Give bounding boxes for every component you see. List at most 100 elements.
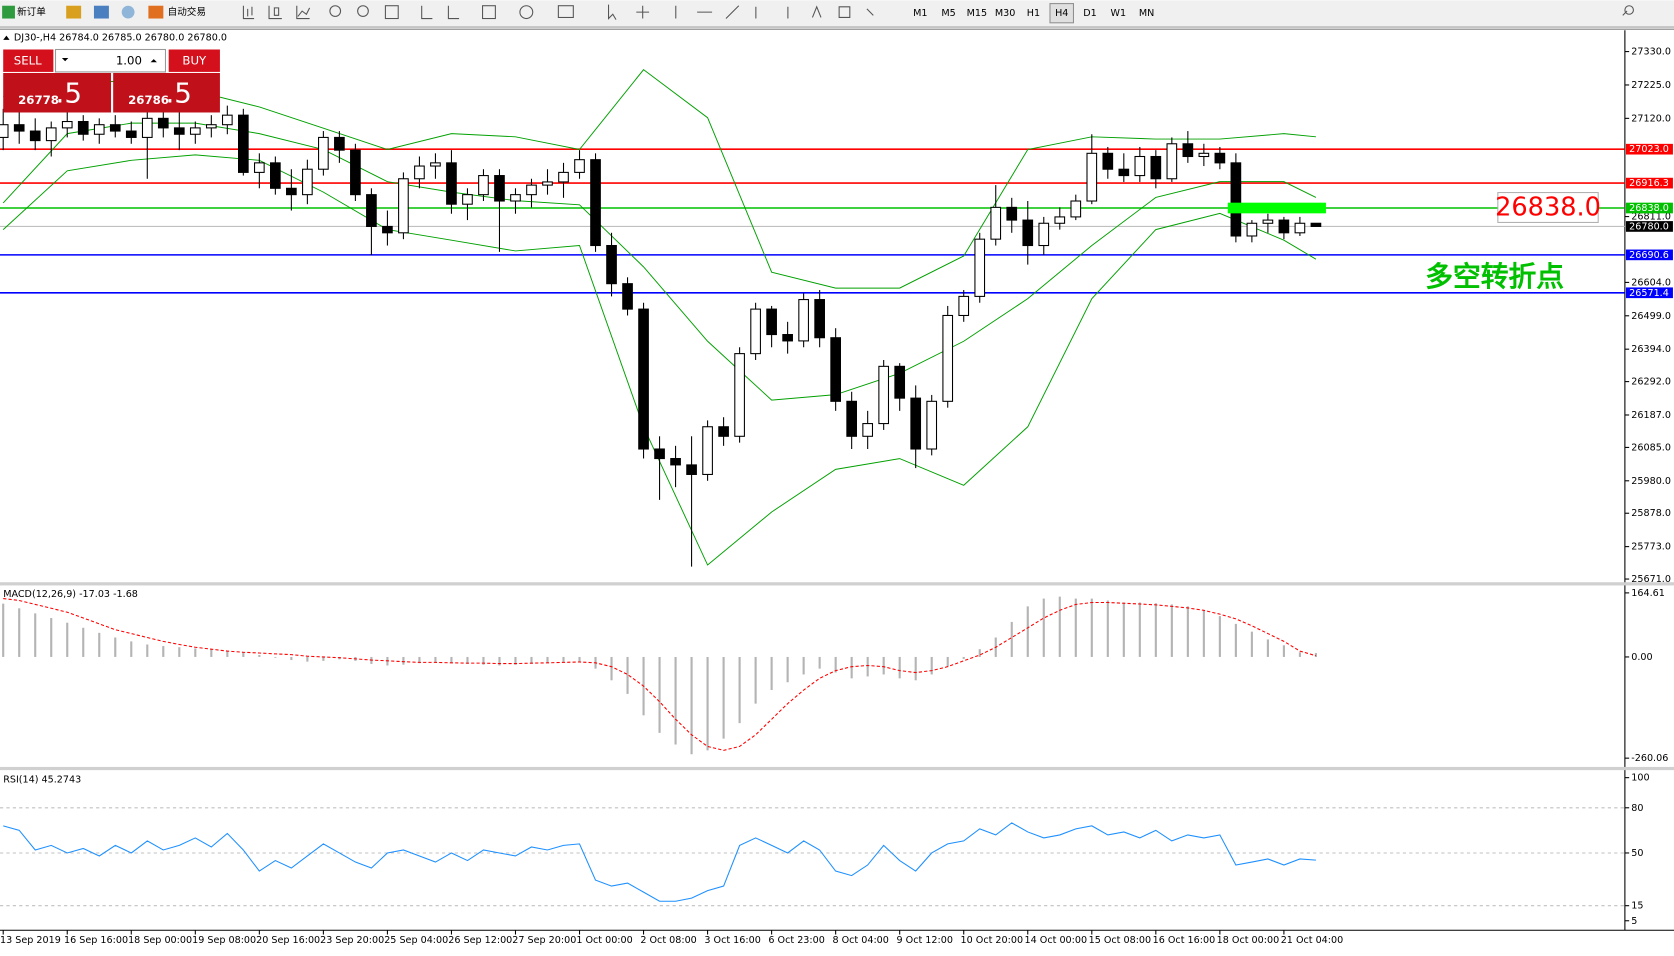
ask-main[interactable]: 26786 bbox=[128, 93, 169, 107]
tool-icon[interactable] bbox=[121, 5, 135, 19]
y-tick-label: 27120.0 bbox=[1631, 113, 1671, 124]
candle-body bbox=[1070, 200, 1082, 218]
tool-icon[interactable] bbox=[66, 5, 82, 19]
bollinger-lower bbox=[2, 154, 1317, 566]
candle-body bbox=[1150, 155, 1162, 180]
indicator-icon[interactable] bbox=[482, 5, 496, 20]
candle-body bbox=[125, 130, 137, 138]
new-order-icon[interactable] bbox=[2, 5, 15, 19]
timeframe-button[interactable]: M5 bbox=[941, 8, 955, 19]
line-icon[interactable] bbox=[296, 5, 311, 20]
search-icon[interactable] bbox=[1624, 5, 1634, 15]
candle-body bbox=[302, 168, 313, 196]
buy-price-box[interactable] bbox=[113, 72, 220, 113]
x-tick-label: 18 Oct 00:00 bbox=[1217, 935, 1280, 946]
auto-trade-icon[interactable] bbox=[148, 5, 164, 19]
collapse-arrow[interactable] bbox=[3, 35, 10, 40]
candle-body bbox=[414, 165, 425, 180]
candle-body bbox=[189, 127, 201, 135]
bar-chart-icon[interactable] bbox=[242, 5, 255, 20]
x-tick-label: 20 Sep 16:00 bbox=[256, 935, 320, 946]
scroll-icon[interactable] bbox=[421, 5, 460, 20]
x-tick-label: 26 Sep 12:00 bbox=[448, 935, 512, 946]
zoom-in-icon[interactable] bbox=[329, 5, 342, 17]
candle-body bbox=[173, 127, 185, 135]
macd-signal bbox=[3, 598, 1317, 751]
sell-label[interactable]: SELL bbox=[14, 54, 42, 68]
candle-body bbox=[830, 337, 841, 402]
draw-icons[interactable] bbox=[675, 5, 789, 19]
crosshair-icon[interactable] bbox=[636, 5, 650, 19]
timeframe-button[interactable]: M15 bbox=[967, 8, 987, 19]
buy-button[interactable] bbox=[168, 49, 220, 72]
panel-separator bbox=[0, 766, 1674, 771]
timeframe-button[interactable]: D1 bbox=[1083, 8, 1097, 19]
ask-fraction[interactable]: .5 bbox=[165, 76, 191, 109]
x-tick-label: 6 Oct 23:00 bbox=[768, 935, 824, 946]
candle-body bbox=[798, 299, 809, 342]
annotation-box bbox=[1497, 192, 1599, 223]
candle-body bbox=[1230, 162, 1242, 237]
toolbar bbox=[0, 0, 1674, 28]
level-label: 26690.6 bbox=[1629, 250, 1669, 261]
candle-body bbox=[1006, 206, 1018, 221]
lots-value[interactable]: 1.00 bbox=[116, 54, 142, 68]
x-tick-label: 2 Oct 08:00 bbox=[640, 935, 696, 946]
bid-fraction[interactable]: .5 bbox=[56, 76, 82, 109]
timeframe-bar: M1 M5 M15 M30 H1 H4 D1 W1 MN bbox=[913, 3, 1154, 24]
level-label: 27023.0 bbox=[1629, 144, 1669, 155]
bid-main[interactable]: 26778 bbox=[18, 93, 59, 107]
candle-body bbox=[221, 114, 233, 126]
y-tick-label: 27225.0 bbox=[1631, 80, 1671, 91]
period-icon[interactable] bbox=[519, 5, 534, 20]
candle-body bbox=[318, 136, 329, 170]
candle-body bbox=[686, 464, 697, 475]
candle-body bbox=[29, 130, 41, 142]
candle-body bbox=[237, 114, 249, 173]
candle-icon[interactable] bbox=[268, 5, 282, 20]
candle-body bbox=[77, 120, 89, 135]
timeframe-button[interactable]: M1 bbox=[913, 8, 927, 19]
level-highlight bbox=[1227, 202, 1326, 214]
annotation: 多空转折点 bbox=[1425, 260, 1564, 293]
y-tick-label: 164.61 bbox=[1631, 588, 1665, 599]
x-tick-label: 18 Sep 00:00 bbox=[128, 935, 192, 946]
y-tick-label: 26292.0 bbox=[1631, 377, 1671, 388]
candle-body bbox=[814, 299, 825, 339]
timeframe-button[interactable]: M30 bbox=[995, 8, 1016, 19]
candle-body bbox=[670, 458, 681, 466]
panel-separator bbox=[0, 582, 1674, 586]
macd-title: MACD(12,26,9) -17.03 -1.68 bbox=[3, 589, 138, 600]
candle-body bbox=[1246, 222, 1258, 237]
candle-body bbox=[494, 175, 505, 202]
candle-body bbox=[382, 225, 393, 234]
tile-icon[interactable] bbox=[384, 5, 399, 20]
tool-icon[interactable] bbox=[93, 5, 109, 19]
level-label-box bbox=[1625, 143, 1673, 155]
buy-label[interactable]: BUY bbox=[182, 54, 207, 68]
timeframe-button[interactable]: W1 bbox=[1111, 8, 1127, 19]
cursor-icon[interactable] bbox=[607, 4, 617, 20]
new-order-button[interactable]: 新订单 bbox=[17, 6, 46, 18]
template-icon[interactable] bbox=[557, 5, 574, 18]
y-tick-label: 80 bbox=[1631, 803, 1643, 814]
x-tick-label: 14 Oct 00:00 bbox=[1025, 935, 1088, 946]
toolbar-icons bbox=[242, 4, 1634, 20]
timeframe-button[interactable]: MN bbox=[1139, 8, 1154, 19]
timeframe-button[interactable]: H1 bbox=[1027, 8, 1040, 19]
lots-input[interactable] bbox=[54, 48, 167, 73]
zoom-out-icon[interactable] bbox=[357, 5, 369, 17]
candle-body bbox=[0, 124, 9, 138]
candle-body bbox=[958, 295, 970, 317]
timeframe-button[interactable]: H4 bbox=[1055, 8, 1068, 19]
misc-icons[interactable] bbox=[811, 5, 1628, 18]
candle-body bbox=[1102, 152, 1114, 170]
candle-body bbox=[462, 194, 473, 205]
sell-button[interactable] bbox=[3, 49, 54, 72]
auto-trade-button[interactable]: 自动交易 bbox=[168, 6, 206, 18]
candle-body bbox=[542, 181, 553, 186]
sell-price-box[interactable] bbox=[3, 72, 112, 113]
x-tick-label: 23 Sep 20:00 bbox=[320, 935, 384, 946]
chart-title: DJ30-,H4 26784.0 26785.0 26780.0 26780.0 bbox=[14, 33, 227, 44]
